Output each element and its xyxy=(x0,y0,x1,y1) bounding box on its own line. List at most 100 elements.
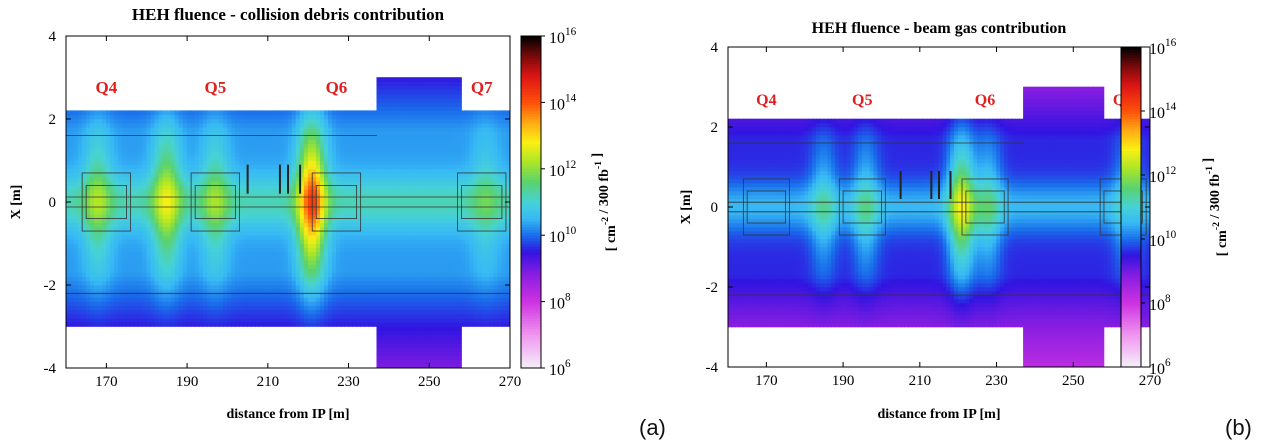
heatmap-cell xyxy=(263,318,268,323)
heatmap-cell xyxy=(308,310,313,315)
heatmap-cell xyxy=(207,123,212,128)
heatmap-cell xyxy=(393,335,398,340)
heatmap-cell xyxy=(251,314,256,319)
heatmap-cell xyxy=(409,127,414,132)
heatmap-cell xyxy=(429,106,434,111)
heatmap-cell xyxy=(336,181,341,186)
heatmap-cell xyxy=(195,115,200,120)
heatmap-cell xyxy=(409,351,414,356)
heatmap-cell xyxy=(401,330,406,335)
heatmap-cell xyxy=(288,119,293,124)
heatmap-cell xyxy=(348,193,353,198)
heatmap-cell xyxy=(150,110,155,115)
heatmap-cell xyxy=(86,135,91,140)
heatmap-cell xyxy=(263,301,268,306)
heatmap-cell xyxy=(171,247,176,252)
heatmap-cell xyxy=(227,314,232,319)
heatmap-cell xyxy=(239,243,244,248)
heatmap-cell xyxy=(247,210,252,215)
heatmap-cell xyxy=(195,297,200,302)
heatmap-cell xyxy=(82,144,87,149)
heatmap-cell xyxy=(78,152,83,157)
heatmap-cell xyxy=(239,135,244,140)
heatmap-cell xyxy=(397,218,402,223)
heatmap-cell xyxy=(405,98,410,103)
heatmap-cell xyxy=(239,247,244,252)
heatmap-cell xyxy=(150,293,155,298)
heatmap-cell xyxy=(364,139,369,144)
heatmap-cell xyxy=(247,156,252,161)
heatmap-cell xyxy=(316,264,321,269)
heatmap-cell xyxy=(106,318,111,323)
heatmap-cell xyxy=(187,169,192,174)
heatmap-cell xyxy=(110,131,115,136)
heatmap-cell xyxy=(356,131,361,136)
heatmap-cell xyxy=(235,281,240,286)
heatmap-cell xyxy=(328,139,333,144)
heatmap-cell xyxy=(393,314,398,319)
heatmap-cell xyxy=(215,222,220,227)
heatmap-cell xyxy=(251,135,256,140)
heatmap-cell xyxy=(340,256,345,261)
heatmap-cell xyxy=(150,131,155,136)
heatmap-cell xyxy=(429,210,434,215)
heatmap-cell xyxy=(146,214,151,219)
heatmap-cell xyxy=(183,297,188,302)
heatmap-cell xyxy=(163,314,168,319)
heatmap-cell xyxy=(207,189,212,194)
heatmap-cell xyxy=(364,260,369,265)
heatmap-cell xyxy=(223,206,228,211)
heatmap-cell xyxy=(199,260,204,265)
heatmap-cell xyxy=(86,243,91,248)
heatmap-cell xyxy=(316,156,321,161)
heatmap-cell xyxy=(393,322,398,327)
heatmap-cell xyxy=(381,169,386,174)
heatmap-cell xyxy=(352,252,357,257)
heatmap-cell xyxy=(401,152,406,157)
heatmap-cell xyxy=(276,222,281,227)
heatmap-cell xyxy=(413,264,418,269)
heatmap-cell xyxy=(425,119,430,124)
heatmap-cell xyxy=(368,152,373,157)
heatmap-cell xyxy=(393,164,398,169)
heatmap-cell xyxy=(122,272,127,277)
heatmap-cell xyxy=(320,285,325,290)
heatmap-cell xyxy=(167,264,172,269)
heatmap-cell xyxy=(223,193,228,198)
heatmap-cell xyxy=(425,193,430,198)
heatmap-cell xyxy=(102,189,107,194)
heatmap-cell xyxy=(159,135,164,140)
heatmap-cell xyxy=(239,119,244,124)
heatmap-cell xyxy=(175,206,180,211)
heatmap-cell xyxy=(288,301,293,306)
heatmap-cell xyxy=(397,305,402,310)
heatmap-cell xyxy=(219,272,224,277)
heatmap-cell xyxy=(296,222,301,227)
heatmap-cell xyxy=(284,139,289,144)
heatmap-cell xyxy=(352,289,357,294)
heatmap-cell xyxy=(320,268,325,273)
heatmap-cell xyxy=(381,231,386,236)
heatmap-cell xyxy=(356,301,361,306)
heatmap-cell xyxy=(276,305,281,310)
heatmap-cell xyxy=(377,243,382,248)
heatmap-cell xyxy=(203,285,208,290)
heatmap-cell xyxy=(284,285,289,290)
heatmap-cell xyxy=(110,218,115,223)
heatmap-cell xyxy=(280,222,285,227)
heatmap-cell xyxy=(74,119,79,124)
heatmap-cell xyxy=(138,193,143,198)
heatmap-cell xyxy=(280,272,285,277)
heatmap-cell xyxy=(207,127,212,132)
heatmap-cell xyxy=(401,239,406,244)
heatmap-cell xyxy=(336,314,341,319)
heatmap-cell xyxy=(429,181,434,186)
heatmap-cell xyxy=(134,110,139,115)
heatmap-cell xyxy=(344,297,349,302)
heatmap-cell xyxy=(203,227,208,232)
heatmap-cell xyxy=(70,322,75,327)
heatmap-chart-a: Q4 Q5 Q6 Q7170 190 210 230 250 270-4-2024HEH flu… xyxy=(0,0,640,440)
heatmap-cell xyxy=(106,260,111,265)
heatmap-cell xyxy=(268,169,273,174)
heatmap-cell xyxy=(336,297,341,302)
